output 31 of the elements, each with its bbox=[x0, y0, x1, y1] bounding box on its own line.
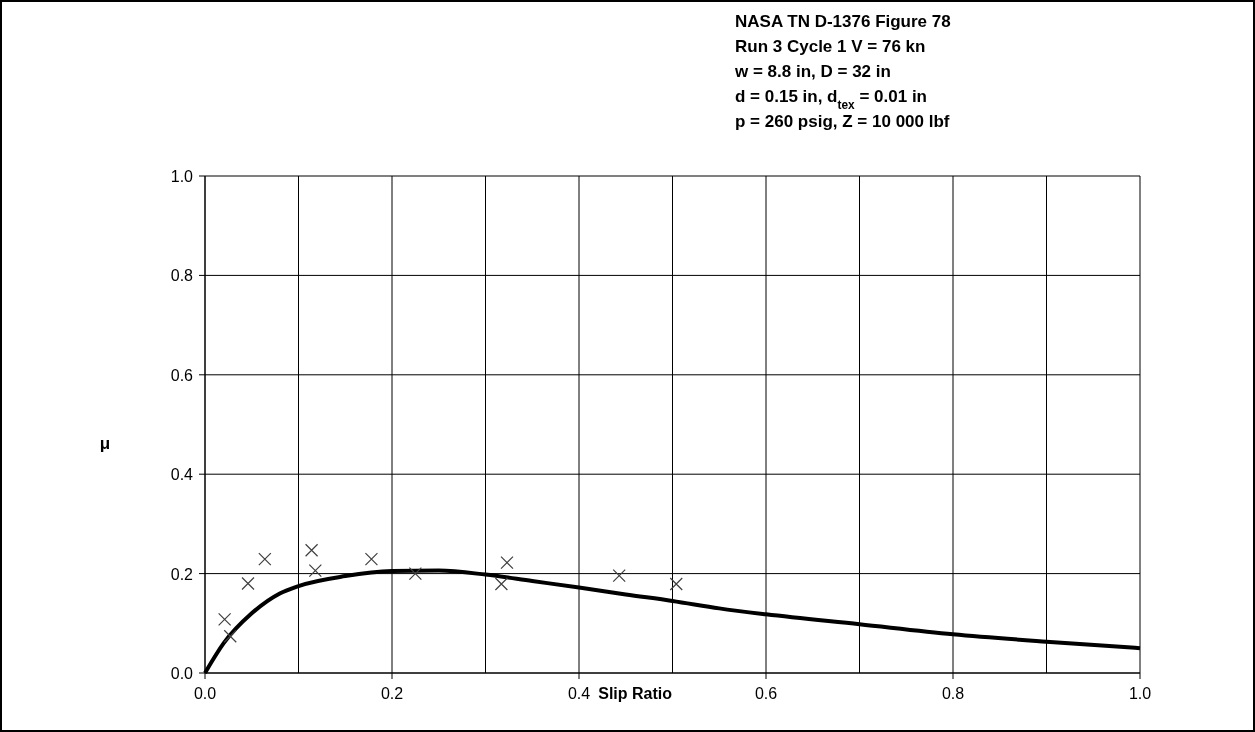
text: w = 8.8 in, D = 32 in bbox=[734, 62, 891, 81]
text: d = 0.15 in, d$_{tex}$ = 0.01 in bbox=[735, 87, 927, 112]
x-tick-label: 0.0 bbox=[193, 685, 217, 702]
point bbox=[308, 564, 322, 578]
point bbox=[218, 612, 232, 626]
point bbox=[364, 552, 379, 566]
point bbox=[500, 556, 514, 570]
x-tick-label: 0.4 bbox=[567, 685, 591, 702]
x-tick-label: 1.0 bbox=[1128, 685, 1152, 702]
y-tick-label: 0.4 bbox=[170, 466, 194, 484]
point bbox=[223, 629, 237, 643]
y-axis-title: μ bbox=[99, 434, 111, 454]
x-tick-label: 0.8 bbox=[941, 685, 965, 702]
point bbox=[408, 567, 422, 581]
point bbox=[258, 552, 272, 566]
x-tick-label: 0.6 bbox=[754, 685, 778, 702]
point bbox=[669, 577, 683, 591]
point bbox=[612, 568, 626, 583]
point bbox=[241, 576, 255, 591]
y-tick-label: 0.0 bbox=[170, 665, 194, 682]
point bbox=[494, 577, 508, 591]
chart-title: NASA TN D-1376 Figure 78 bbox=[735, 12, 951, 31]
y-tick-label: 0.6 bbox=[170, 366, 194, 384]
y-tick-label: 1.0 bbox=[170, 168, 194, 185]
point bbox=[304, 543, 319, 557]
y-tick-label: 0.8 bbox=[170, 267, 194, 285]
y-tick-label: 0.2 bbox=[170, 565, 194, 583]
text: p = 260 psig, Z = 10 000 lbf bbox=[735, 112, 950, 131]
text: Run 3 Cycle 1 V = 76 kn bbox=[735, 37, 926, 56]
x-axis-title: Slip Ratio bbox=[598, 685, 673, 702]
x-tick-label: 0.2 bbox=[380, 685, 404, 702]
